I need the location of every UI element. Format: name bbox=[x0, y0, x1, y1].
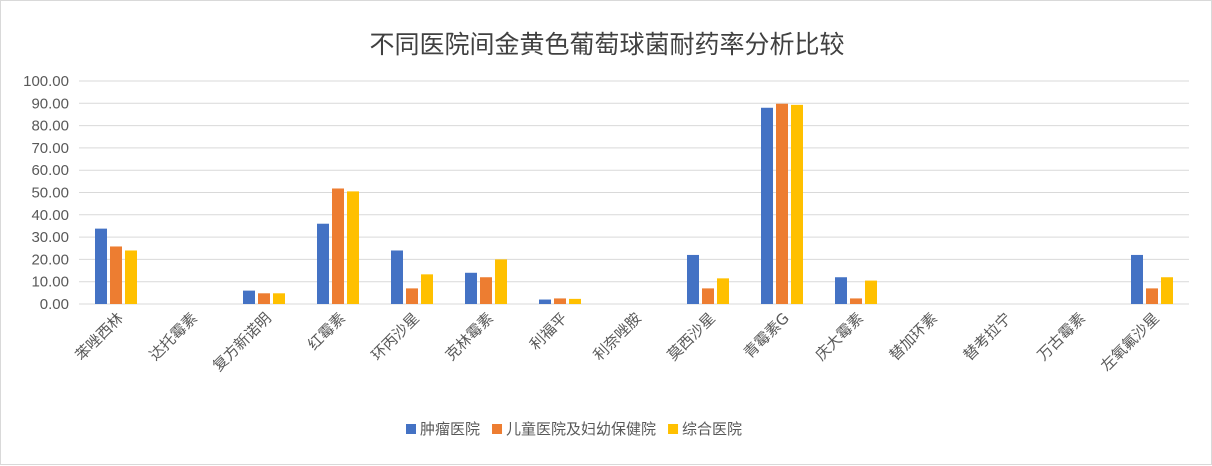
x-category-label: 青霉素G bbox=[740, 309, 793, 362]
x-category-label: 庆大霉素 bbox=[812, 309, 867, 364]
bar-1-9 bbox=[687, 254, 699, 304]
bar-1-15 bbox=[1131, 254, 1143, 304]
x-category-label: 利福平 bbox=[526, 309, 571, 354]
bar-3-15 bbox=[1161, 277, 1173, 304]
x-category-label: 利奈唑胺 bbox=[590, 309, 645, 364]
bar-2-4 bbox=[332, 188, 344, 304]
bar-1-5 bbox=[391, 250, 403, 304]
x-category-label: 达托霉素 bbox=[146, 309, 201, 364]
x-category-label: 复方新诺明 bbox=[209, 309, 275, 375]
y-tick-label: 40.00 bbox=[31, 207, 69, 224]
bar-3-9 bbox=[717, 278, 729, 304]
y-tick-label: 100.00 bbox=[23, 73, 69, 90]
bar-2-7 bbox=[554, 298, 566, 304]
x-category-label: 万古霉素 bbox=[1034, 309, 1089, 364]
bar-1-7 bbox=[539, 299, 551, 304]
legend-swatch bbox=[406, 424, 416, 434]
y-tick-label: 0.00 bbox=[40, 296, 69, 313]
x-category-label: 苯唑西林 bbox=[72, 309, 127, 364]
x-axis-category-labels: 苯唑西林 达托霉素 复方新诺明 红霉素 环丙沙星 克林霉素 利福平 利奈唑胺 莫西沙星 青霉素G 庆… bbox=[72, 309, 1163, 375]
chart-title: 不同医院间金黄色葡萄球菌耐药率分析比较 bbox=[369, 30, 844, 59]
bar-3-6 bbox=[495, 259, 507, 304]
x-category-label: 克林霉素 bbox=[442, 309, 497, 364]
bar-2-9 bbox=[702, 288, 714, 304]
y-tick-label: 50.00 bbox=[31, 185, 69, 202]
bar-1-11 bbox=[835, 277, 847, 304]
bar-1-10 bbox=[761, 107, 773, 304]
y-tick-label: 30.00 bbox=[31, 229, 69, 246]
y-tick-label: 80.00 bbox=[31, 118, 69, 135]
bar-3-1 bbox=[125, 250, 137, 304]
bar-2-1 bbox=[110, 246, 122, 304]
bar-1-3 bbox=[243, 290, 255, 304]
legend-label: 肿瘤医院 bbox=[420, 420, 480, 438]
x-category-label: 环丙沙星 bbox=[368, 309, 423, 364]
bar-2-3 bbox=[258, 293, 270, 304]
bar-2-10 bbox=[776, 103, 788, 304]
bar-3-3 bbox=[273, 293, 285, 304]
legend-swatch bbox=[492, 424, 503, 434]
bars bbox=[95, 103, 1173, 305]
bar-3-10 bbox=[791, 104, 803, 305]
bar-1-6 bbox=[465, 272, 477, 304]
y-tick-label: 10.00 bbox=[31, 274, 69, 291]
x-category-label: 莫西沙星 bbox=[664, 309, 719, 364]
y-tick-label: 20.00 bbox=[31, 251, 69, 268]
y-tick-label: 90.00 bbox=[31, 95, 69, 112]
x-category-label: 替加环素 bbox=[886, 309, 941, 364]
x-category-label: 替考拉宁 bbox=[960, 309, 1015, 364]
bar-1-4 bbox=[317, 223, 329, 304]
bar-3-11 bbox=[865, 280, 877, 304]
bar-3-5 bbox=[421, 274, 433, 304]
bar-2-15 bbox=[1146, 288, 1158, 304]
bar-3-4 bbox=[347, 191, 359, 304]
bar-2-5 bbox=[406, 288, 418, 304]
y-tick-label: 60.00 bbox=[31, 162, 69, 179]
y-tick-label: 70.00 bbox=[31, 140, 69, 157]
bar-3-7 bbox=[569, 298, 581, 304]
y-axis-ticks: 0.00 10.00 20.00 30.00 40.00 50.00 60.00 70.00 8… bbox=[23, 73, 69, 313]
x-category-label: 红霉素 bbox=[304, 309, 349, 354]
bar-2-11 bbox=[850, 298, 862, 304]
bar-1-1 bbox=[95, 228, 107, 304]
legend-swatch bbox=[668, 424, 679, 434]
bar-2-6 bbox=[480, 277, 492, 304]
x-category-label: 左氧氟沙星 bbox=[1097, 309, 1163, 375]
legend-label: 儿童医院及妇幼保健院 bbox=[506, 420, 656, 438]
legend-label: 综合医院 bbox=[682, 420, 742, 438]
gridlines bbox=[79, 80, 1189, 305]
legend: 肿瘤医院 儿童医院及妇幼保健院 综合医院 bbox=[406, 420, 742, 438]
